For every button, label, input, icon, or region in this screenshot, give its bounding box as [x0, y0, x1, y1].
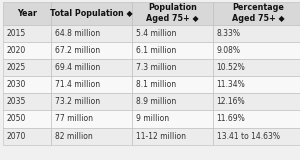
Text: 2050: 2050 — [7, 114, 26, 124]
Bar — [213, 25, 300, 42]
Text: 6.1 million: 6.1 million — [136, 46, 176, 55]
Text: Population
Aged 75+ ◆: Population Aged 75+ ◆ — [146, 4, 199, 23]
Bar — [51, 128, 132, 145]
Text: 11-12 million: 11-12 million — [136, 132, 186, 141]
Text: 69.4 million: 69.4 million — [55, 63, 100, 72]
Bar — [213, 42, 300, 59]
Text: 12.16%: 12.16% — [217, 97, 245, 106]
Text: 5.4 million: 5.4 million — [136, 29, 176, 38]
Bar — [213, 76, 300, 93]
Text: 2015: 2015 — [7, 29, 26, 38]
Text: 9.08%: 9.08% — [217, 46, 241, 55]
Text: 82 million: 82 million — [55, 132, 92, 141]
Bar — [132, 110, 213, 128]
Text: 77 million: 77 million — [55, 114, 93, 124]
Bar — [51, 59, 132, 76]
Bar — [3, 76, 51, 93]
Bar — [132, 76, 213, 93]
Text: Total Population ◆: Total Population ◆ — [50, 9, 133, 18]
Text: 2035: 2035 — [7, 97, 26, 106]
Text: 2020: 2020 — [7, 46, 26, 55]
Text: 64.8 million: 64.8 million — [55, 29, 100, 38]
Bar — [51, 2, 132, 25]
Text: 11.34%: 11.34% — [217, 80, 245, 89]
Text: 7.3 million: 7.3 million — [136, 63, 176, 72]
Text: 11.69%: 11.69% — [217, 114, 245, 124]
Bar — [3, 25, 51, 42]
Bar — [51, 76, 132, 93]
Bar — [213, 93, 300, 110]
Text: 13.41 to 14.63%: 13.41 to 14.63% — [217, 132, 280, 141]
Bar — [3, 110, 51, 128]
Text: Year: Year — [17, 9, 37, 18]
Bar — [51, 110, 132, 128]
Bar — [51, 25, 132, 42]
Bar — [132, 128, 213, 145]
Text: 2025: 2025 — [7, 63, 26, 72]
Text: 9 million: 9 million — [136, 114, 169, 124]
Bar — [132, 93, 213, 110]
Text: 2030: 2030 — [7, 80, 26, 89]
Text: Percentage
Aged 75+ ◆: Percentage Aged 75+ ◆ — [232, 4, 284, 23]
Bar — [132, 25, 213, 42]
Bar — [132, 42, 213, 59]
Bar — [51, 42, 132, 59]
Text: 67.2 million: 67.2 million — [55, 46, 100, 55]
Bar — [3, 59, 51, 76]
Text: 8.33%: 8.33% — [217, 29, 241, 38]
Text: 10.52%: 10.52% — [217, 63, 245, 72]
Bar — [213, 128, 300, 145]
Bar — [3, 42, 51, 59]
Bar — [3, 128, 51, 145]
Bar — [132, 59, 213, 76]
Bar — [3, 2, 51, 25]
Text: 2070: 2070 — [7, 132, 26, 141]
Text: 73.2 million: 73.2 million — [55, 97, 100, 106]
Bar — [213, 2, 300, 25]
Bar — [213, 59, 300, 76]
Text: 8.1 million: 8.1 million — [136, 80, 176, 89]
Text: 71.4 million: 71.4 million — [55, 80, 100, 89]
Bar — [132, 2, 213, 25]
Bar — [51, 93, 132, 110]
Bar — [3, 93, 51, 110]
Bar — [213, 110, 300, 128]
Text: 8.9 million: 8.9 million — [136, 97, 176, 106]
